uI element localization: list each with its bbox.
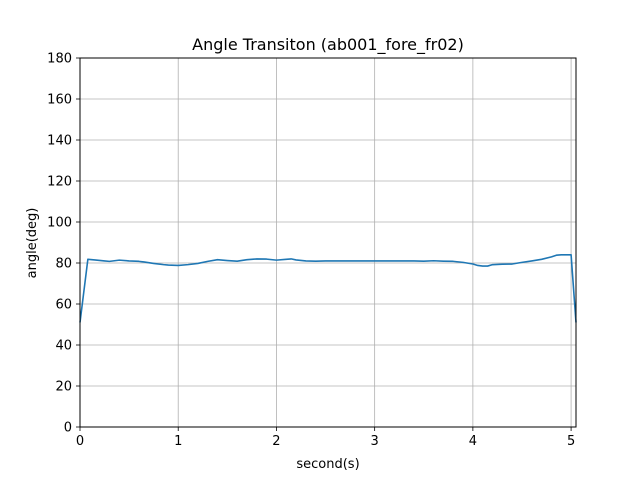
- y-tick-label: 140: [47, 134, 72, 149]
- y-axis-ticks: 0 20 40 60 80 100 120 140 160 180: [47, 52, 80, 436]
- plot-frame: [79, 57, 577, 428]
- x-axis-ticks: 0 1 2 3 4 5: [76, 427, 575, 449]
- y-tick-label: 80: [55, 257, 72, 272]
- chart-title: Angle Transiton (ab001_fore_fr02): [192, 35, 464, 55]
- grid-lines: [79, 57, 576, 428]
- x-tick-label: 4: [469, 434, 477, 449]
- x-tick-label: 5: [567, 434, 575, 449]
- y-tick-label: 180: [47, 52, 72, 67]
- y-tick-label: 60: [55, 298, 72, 313]
- y-axis-label: angle(deg): [25, 208, 40, 279]
- series-line: [79, 254, 577, 323]
- y-tick-label: 20: [55, 380, 72, 395]
- x-tick-label: 2: [272, 434, 280, 449]
- y-tick-label: 160: [47, 93, 72, 108]
- y-tick-label: 100: [47, 216, 72, 231]
- x-tick-label: 3: [371, 434, 379, 449]
- y-tick-label: 0: [64, 421, 72, 436]
- x-axis-label: second(s): [296, 457, 359, 472]
- y-tick-label: 120: [47, 175, 72, 190]
- x-tick-label: 0: [76, 434, 84, 449]
- x-tick-label: 1: [174, 434, 182, 449]
- y-tick-label: 40: [55, 339, 72, 354]
- series-group: [79, 254, 577, 323]
